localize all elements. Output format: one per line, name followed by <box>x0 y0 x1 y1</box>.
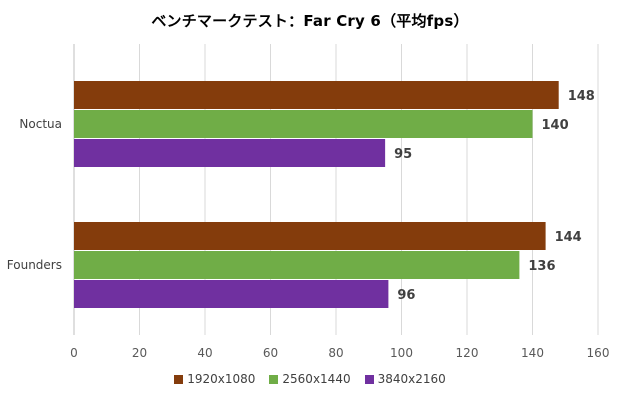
bar-2560x1440 <box>74 110 533 138</box>
x-tick-label: 80 <box>328 346 343 360</box>
x-tick-label: 40 <box>197 346 212 360</box>
x-tick-label: 140 <box>521 346 544 360</box>
data-label: 95 <box>394 147 412 162</box>
category-label: Founders <box>7 258 62 272</box>
bar-1920x1080 <box>74 222 546 250</box>
x-tick-label: 60 <box>263 346 278 360</box>
bar-2560x1440 <box>74 251 520 279</box>
legend-swatch <box>364 374 374 384</box>
legend-item: 1920x1080 <box>174 372 255 386</box>
x-tick-label: 100 <box>390 346 413 360</box>
data-label: 144 <box>555 230 582 245</box>
legend-swatch <box>174 374 184 384</box>
data-label: 96 <box>397 288 415 303</box>
chart-legend: 1920x1080 2560x1440 3840x2160 <box>0 372 620 386</box>
x-tick-label: 20 <box>132 346 147 360</box>
legend-item: 3840x2160 <box>364 372 446 386</box>
x-tick-label: 120 <box>456 346 479 360</box>
legend-label: 1920x1080 <box>187 372 256 386</box>
bar-1920x1080 <box>74 81 559 109</box>
legend-label: 2560x1440 <box>282 372 351 386</box>
data-label: 140 <box>542 118 569 133</box>
bar-3840x2160 <box>74 280 389 308</box>
data-label: 148 <box>568 89 595 104</box>
category-label: Noctua <box>19 117 62 131</box>
legend-swatch <box>269 374 279 384</box>
legend-label: 3840x2160 <box>377 372 446 386</box>
legend-item: 2560x1440 <box>269 372 351 386</box>
chart-title: ベンチマークテスト：Far Cry 6（平均fps） <box>151 12 469 30</box>
data-label: 136 <box>528 259 555 274</box>
bar-3840x2160 <box>74 139 386 167</box>
x-tick-label: 160 <box>587 346 610 360</box>
x-tick-label: 0 <box>70 346 78 360</box>
